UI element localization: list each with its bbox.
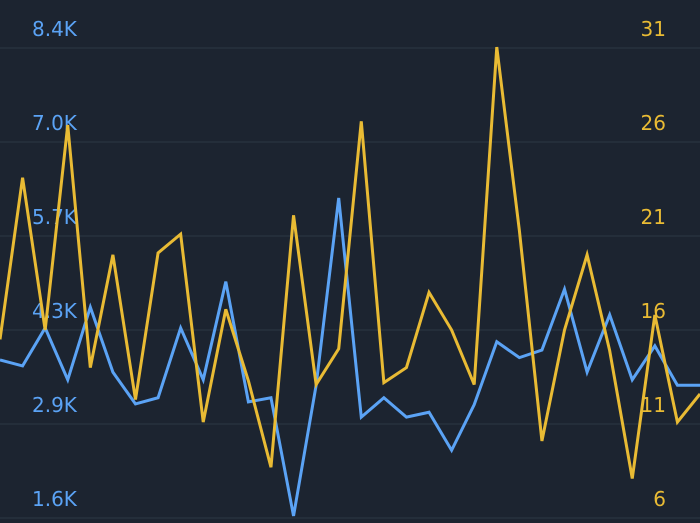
y-tick-label: 1.6K	[32, 487, 78, 511]
y-tick-label: 8.4K	[32, 17, 78, 41]
series-line	[0, 46, 700, 479]
y-tick-label: 5.7K	[32, 205, 78, 229]
y2-tick-label: 26	[641, 111, 666, 135]
series-line	[0, 197, 700, 517]
y2-tick-label: 31	[641, 17, 666, 41]
y2-tick-label: 6	[653, 487, 666, 511]
y-tick-label: 4.3K	[32, 299, 78, 323]
y2-tick-label: 21	[641, 205, 666, 229]
y-tick-label: 7.0K	[32, 111, 78, 135]
y-tick-label: 2.9K	[32, 393, 78, 417]
